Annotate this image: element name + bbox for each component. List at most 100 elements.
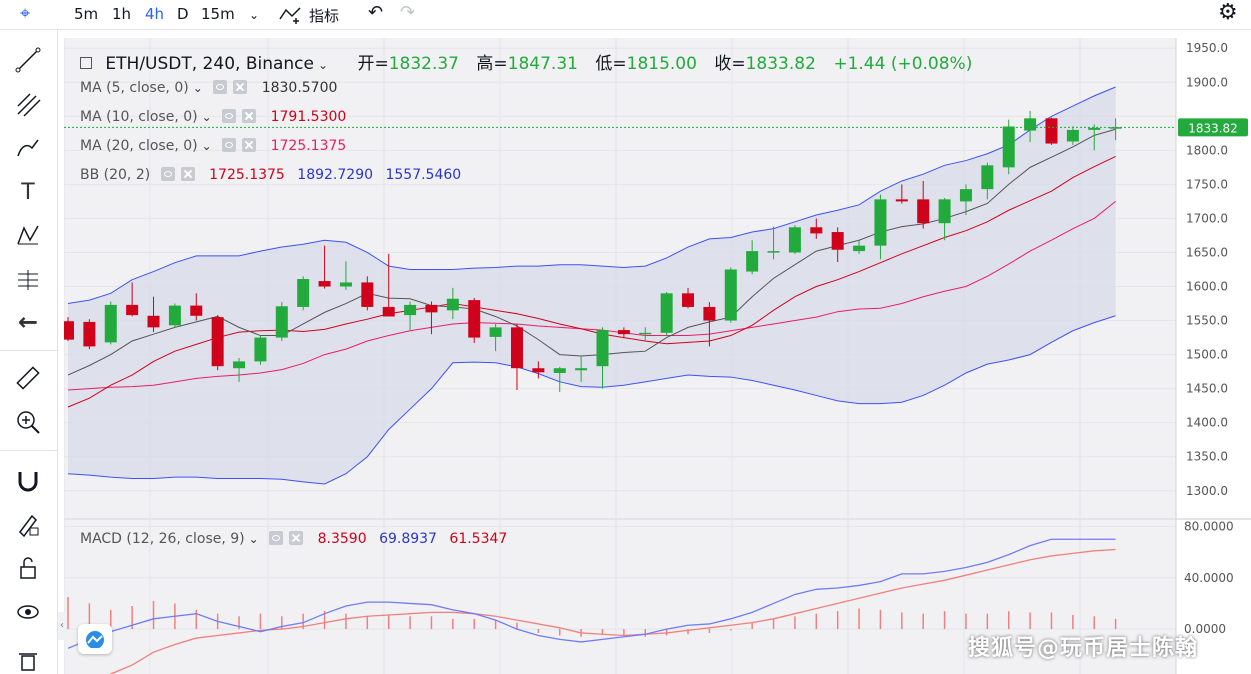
- brush-icon[interactable]: [10, 132, 46, 164]
- close-icon[interactable]: [242, 109, 257, 123]
- chevron-down-icon[interactable]: ⌄: [248, 532, 259, 546]
- ma10-legend: MA (10, close, 0) ⌄ 1791.5300: [80, 109, 346, 125]
- eye-icon[interactable]: [269, 531, 284, 545]
- chevron-down-icon[interactable]: ⌄: [201, 110, 212, 124]
- price-axis-tick-label: 1950.0: [1186, 41, 1228, 55]
- redo-icon: ↷: [400, 2, 416, 23]
- candle-body: [788, 227, 801, 253]
- eye-icon[interactable]: [222, 138, 237, 152]
- eye-icon[interactable]: [160, 167, 175, 181]
- candle-body: [190, 305, 203, 316]
- bollinger-band-fill: [68, 87, 1116, 484]
- symbol-name[interactable]: ETH/USDT, 240, Binance: [105, 54, 314, 74]
- magnet-icon[interactable]: [10, 464, 46, 496]
- pattern-icon[interactable]: [10, 220, 46, 252]
- interval-1h[interactable]: 1h: [112, 5, 132, 23]
- indicators-icon[interactable]: [278, 5, 304, 25]
- collapse-panel-chevron-icon[interactable]: ‹: [58, 612, 66, 640]
- macd-name[interactable]: MACD (12, 26, close, 9): [80, 531, 245, 547]
- candle-body: [361, 282, 374, 307]
- close-icon[interactable]: [289, 531, 304, 545]
- interval-15m[interactable]: 15m: [201, 5, 235, 23]
- close-label: 收=: [714, 54, 746, 74]
- ruler-icon[interactable]: [10, 362, 46, 394]
- last-price-tag-label: 1833.82: [1188, 121, 1238, 135]
- eye-icon[interactable]: [222, 109, 237, 123]
- candle-body: [83, 321, 96, 347]
- candle-body: [318, 281, 331, 287]
- candle-body: [938, 199, 951, 224]
- chevron-down-icon[interactable]: ⌄: [317, 58, 329, 72]
- ma20-line: [67, 201, 1116, 391]
- last-price-tag: [1178, 118, 1248, 137]
- price-axis-tick-label: 1800.0: [1186, 143, 1228, 157]
- arrow-left-icon[interactable]: ←: [17, 308, 39, 336]
- bb-legend: BB (20, 2) 1725.1375 1892.7290 1557.5460: [80, 167, 461, 183]
- interval-dropdown-chevron-icon[interactable]: ⌄: [249, 8, 260, 22]
- ma20-name[interactable]: MA (20, close, 0): [80, 138, 198, 154]
- candle-body: [446, 298, 459, 311]
- candle-body: [104, 304, 117, 343]
- macd-signal-value: 61.5347: [449, 531, 508, 547]
- collapse-icon[interactable]: [80, 57, 92, 69]
- ma10-name[interactable]: MA (10, close, 0): [80, 109, 198, 125]
- candle-body: [639, 332, 652, 335]
- logo-icon: [78, 624, 112, 654]
- eye-icon[interactable]: [213, 80, 228, 94]
- candle-body: [147, 315, 160, 328]
- pitchfork-icon[interactable]: [10, 88, 46, 120]
- ma10-value: 1791.5300: [270, 109, 347, 125]
- ma20-legend: MA (20, close, 0) ⌄ 1725.1375: [80, 138, 346, 154]
- candle-body: [168, 305, 181, 326]
- indicators-button[interactable]: 指标: [309, 7, 340, 25]
- candle-body: [831, 232, 844, 250]
- high-label: 高=: [476, 54, 508, 74]
- price-chart[interactable]: 1833.82 1950.0 1900.0 1800.0 1750.0 1700.0 165…: [64, 38, 1251, 674]
- trash-icon[interactable]: [10, 644, 46, 674]
- price-axis-tick-label: 1750.0: [1186, 177, 1228, 191]
- change-value: +1.44 (+0.08%): [833, 54, 973, 74]
- candle-body: [767, 251, 780, 253]
- bollinger-upper-line: [67, 86, 1116, 305]
- bb-upper-value: 1892.7290: [297, 167, 374, 183]
- macd-axis-tick-label: 0.0000: [1184, 622, 1226, 636]
- trend-line-icon[interactable]: [10, 44, 46, 76]
- price-axis-tick-label: 1600.0: [1186, 280, 1228, 294]
- crosshair-icon[interactable]: ⌖: [20, 3, 31, 24]
- close-icon[interactable]: [233, 80, 248, 94]
- lock-drawing-icon[interactable]: [10, 508, 46, 540]
- macd-axis-tick-label: 80.0000: [1184, 519, 1234, 533]
- ma5-name[interactable]: MA (5, close, 0): [80, 80, 189, 96]
- price-axis-tick-label: 1700.0: [1186, 211, 1228, 225]
- price-axis-tick-label: 1900.0: [1186, 75, 1228, 89]
- interval-4h[interactable]: 4h: [145, 5, 165, 23]
- interval-d[interactable]: D: [177, 5, 189, 23]
- eye-icon[interactable]: [10, 596, 46, 628]
- zoom-in-icon[interactable]: [10, 406, 46, 438]
- close-icon[interactable]: [180, 167, 195, 181]
- prediction-icon[interactable]: [10, 264, 46, 296]
- watermark-text: 搜狐号@玩币居士陈翰: [968, 636, 1199, 661]
- settings-gear-icon[interactable]: ⚙: [1218, 0, 1238, 25]
- macd-signal-line: [109, 548, 1116, 674]
- candle-body: [810, 227, 823, 234]
- undo-icon[interactable]: ↶: [368, 2, 384, 23]
- candle-body: [575, 368, 588, 371]
- close-icon[interactable]: [242, 138, 257, 152]
- chevron-down-icon[interactable]: ⌄: [192, 81, 203, 95]
- price-axis-tick-label: 1300.0: [1186, 484, 1228, 498]
- macd-line-value: 69.8937: [379, 531, 437, 547]
- candle-body: [959, 189, 972, 202]
- low-label: 低=: [595, 54, 627, 74]
- ma5-value: 1830.5700: [261, 80, 338, 96]
- chevron-down-icon[interactable]: ⌄: [201, 139, 212, 153]
- candle-body: [553, 368, 566, 373]
- top-toolbar: ⌖ 5m 1h 4h D 15m ⌄ 指标 ↶ ↷ ⚙: [0, 0, 1251, 30]
- close-value: 1833.82: [745, 54, 816, 74]
- unlock-icon[interactable]: [10, 552, 46, 584]
- candle-body: [1024, 118, 1037, 131]
- bb-name[interactable]: BB (20, 2): [80, 167, 151, 183]
- text-tool-icon[interactable]: T: [21, 179, 35, 205]
- ma10-line: [67, 156, 1116, 408]
- interval-5m[interactable]: 5m: [74, 5, 99, 23]
